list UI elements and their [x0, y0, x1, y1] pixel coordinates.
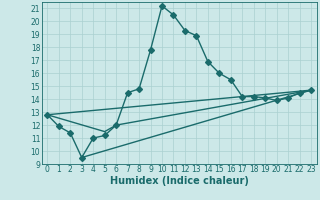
X-axis label: Humidex (Indice chaleur): Humidex (Indice chaleur) [110, 176, 249, 186]
